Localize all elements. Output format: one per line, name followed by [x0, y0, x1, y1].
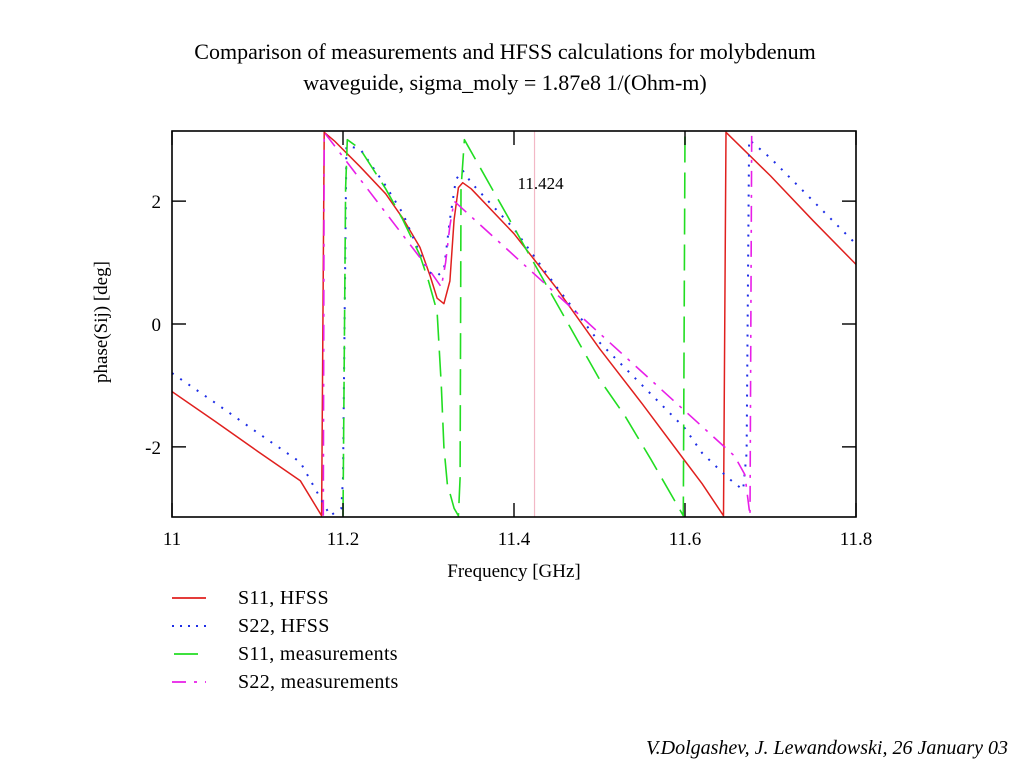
legend-label: S11, HFSS [238, 587, 329, 609]
series-line-2 [172, 138, 856, 517]
x-tick-label: 11.2 [327, 529, 360, 550]
legend-swatch-s22-hfss [172, 625, 208, 627]
marker-label: 11.424 [517, 174, 564, 193]
series-line-1 [172, 131, 856, 517]
chart-title: Comparison of measurements and HFSS calc… [0, 36, 1010, 98]
x-axis-label: Frequency [GHz] [447, 561, 580, 582]
legend-label: S22, measurements [238, 671, 399, 693]
y-tick-label: 2 [152, 192, 162, 213]
legend-item-s11-hfss: S11, HFSS [172, 586, 472, 614]
y-tick-label: -2 [145, 438, 161, 459]
x-tick-label: 11.4 [498, 529, 531, 550]
chart-plot: 11.424 11 11.2 11.4 11.6 11.8 -2 0 2 Frequency [G… [91, 130, 873, 582]
legend-swatch-s11-hfss [172, 597, 206, 599]
legend-item-s11-measurements: S11, measurements [172, 642, 472, 670]
legend-label: S22, HFSS [238, 615, 330, 637]
legend-label: S11, measurements [238, 643, 398, 665]
legend: S11, HFSS S22, HFSS S11, measurements S2… [172, 586, 472, 698]
legend-item-s22-hfss: S22, HFSS [172, 614, 472, 642]
chart-title-line-1: Comparison of measurements and HFSS calc… [194, 39, 816, 64]
chart-title-line-2: waveguide, sigma_moly = 1.87e8 1/(Ohm-m) [303, 70, 707, 95]
y-tick-label: 0 [152, 315, 162, 336]
x-tick-label: 11.6 [669, 529, 702, 550]
legend-item-s22-measurements: S22, measurements [172, 670, 472, 698]
series-line-4 [322, 131, 753, 517]
x-tick-label: 11 [163, 529, 181, 550]
legend-swatch-s22-measurements [172, 681, 206, 683]
plot-frame [171, 130, 857, 518]
author-credit: V.Dolgashev, J. Lewandowski, 26 January … [645, 737, 1008, 759]
y-axis-label: phase(Sij) [deg] [91, 261, 112, 383]
x-tick-label: 11.8 [840, 529, 873, 550]
legend-swatch-s11-measurements [174, 653, 204, 655]
series-line-3 [342, 132, 686, 517]
